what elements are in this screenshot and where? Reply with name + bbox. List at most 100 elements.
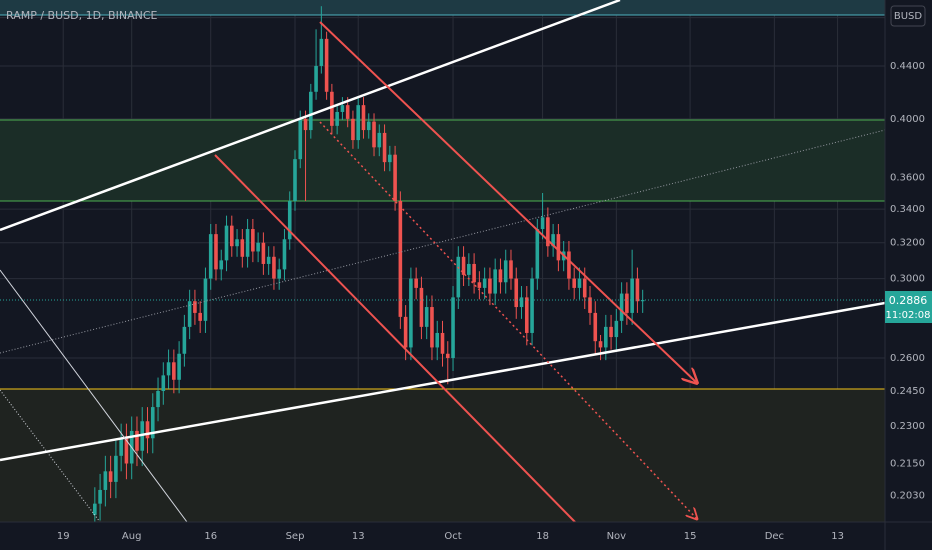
candle-body [224,225,229,261]
candle-body [461,256,466,275]
candle-body [604,326,608,348]
candle-body [187,301,192,327]
candle-body [356,105,361,141]
candle-body [567,251,571,279]
y-tick-label: 0.3400 [890,204,925,215]
zone-top [0,0,885,15]
y-tick-label: 0.2450 [890,386,925,397]
candle-body [235,239,239,247]
candle-body [277,269,281,279]
candle-body [456,256,461,298]
candle-body [298,118,303,160]
currency-badge[interactable] [890,5,926,27]
channel-lower [214,154,576,522]
candle-body [335,111,339,126]
candle-body [509,260,513,279]
candle-body [219,260,224,270]
channel-upper [319,21,697,383]
candle-body [330,91,334,126]
candle-body [377,132,382,148]
y-tick-label: 0.3200 [890,238,925,249]
currency-label: BUSD [894,11,923,22]
candle-body [445,353,450,359]
candle-body [524,297,529,333]
candle-body [150,407,155,439]
candle-body [229,225,234,247]
candle-body [240,239,245,257]
candle-body [98,489,102,504]
trendline [0,129,885,354]
candle-body [198,312,202,321]
candle-body [166,362,171,376]
candle-body [588,297,592,313]
candle-body [498,269,503,283]
candle-body [203,278,208,321]
candle-body [482,278,487,288]
candle-body [424,307,429,327]
candle-body [366,121,371,131]
y-tick-label: 0.2600 [890,353,925,364]
candle-body [361,105,366,131]
y-tick-label: 0.4000 [890,114,925,125]
candle-body [272,256,276,279]
candle-body [124,438,129,464]
zone-green [0,120,885,201]
candle-body [382,132,387,163]
trendline [0,389,101,522]
candle-body [488,278,492,294]
candle-body [635,278,640,302]
candle-body [572,278,576,288]
candle-body [172,362,176,380]
candle-body [351,118,355,141]
candle-body [287,200,292,240]
candle-body [640,300,645,302]
candle-body [114,455,118,482]
candle-body [293,159,297,201]
x-tick-label: Dec [765,531,784,542]
candle-body [393,154,397,201]
candle-body [514,278,519,308]
candle-body [609,326,613,338]
candle-body [324,38,329,92]
candle-body [314,65,318,92]
candle-body [630,278,634,313]
candle-body [388,154,392,163]
candle-body [503,260,508,283]
candle-body [556,234,561,261]
candle-body [108,471,113,482]
candle-body [472,263,476,283]
candle-body [282,239,287,270]
x-tick-label: Aug [122,531,142,542]
y-tick-label: 0.4400 [890,61,925,72]
trendline [0,0,621,232]
candle-body [309,91,313,131]
x-tick-label: 15 [684,531,697,542]
x-tick-label: 13 [352,531,365,542]
y-tick-label: 0.2150 [890,459,925,470]
candle-body [119,438,123,456]
candle-body [530,278,534,333]
candle-body [398,200,403,317]
countdown: 11:02:08 [886,310,931,321]
candle-body [93,503,97,515]
y-tick-label: 0.2300 [890,421,925,432]
channel-middle [319,121,697,519]
y-tick-label: 0.2030 [890,490,925,501]
candle-body [403,316,408,348]
candle-body [467,263,471,275]
candle-body [619,293,624,321]
candle-body [546,217,550,247]
trendline [0,301,885,462]
candle-body [540,217,545,230]
last-price: 0.2886 [889,294,928,307]
candle-body [208,234,213,279]
x-tick-label: 16 [204,531,217,542]
candle-body [430,307,434,348]
candle-body [182,326,187,354]
candle-body [345,105,350,119]
trendlines [0,0,885,522]
candle-body [177,353,181,380]
drawings [0,0,885,522]
candle-body [535,229,540,279]
